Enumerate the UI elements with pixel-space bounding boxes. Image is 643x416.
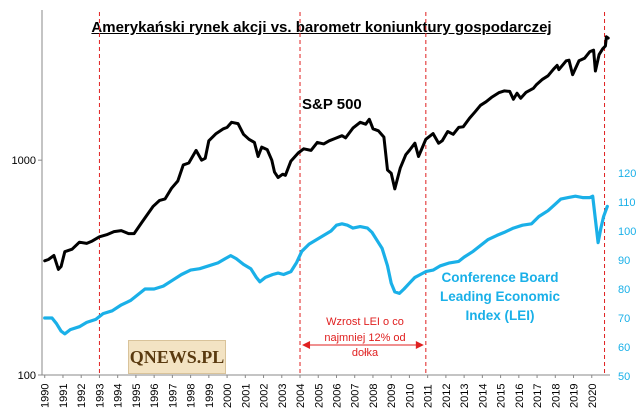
x-tick-label: 2013: [459, 384, 471, 408]
range-annotation-line-3: dołka: [351, 347, 379, 359]
chart-title: Amerykański rynek akcji vs. barometr kon…: [91, 19, 552, 36]
x-tick-label: 1995: [131, 384, 143, 408]
sp500-series-label: S&P 500: [302, 96, 362, 113]
x-tick-label: 2005: [313, 384, 325, 408]
x-tick-label: 2018: [550, 384, 562, 408]
x-tick-label: 2007: [350, 384, 362, 408]
y-right-tick-label: 80: [618, 284, 630, 296]
x-tick-label: 2008: [368, 384, 380, 408]
x-tick-label: 2014: [477, 384, 489, 408]
range-annotation: Wzrost LEI o co najmniej 12% od dołka: [305, 315, 425, 362]
x-tick-label: 1999: [204, 384, 216, 408]
x-tick-label: 1994: [113, 384, 125, 408]
x-tick-label: 1997: [167, 384, 179, 408]
x-tick-label: 2020: [587, 384, 599, 408]
x-tick-label: 2006: [331, 384, 343, 408]
x-tick-label: 2011: [423, 384, 435, 408]
lei-series-line: [43, 194, 609, 336]
sp500-series-line: [43, 35, 610, 271]
range-arrow-right-head: [415, 341, 424, 349]
x-tick-label: 2012: [441, 384, 453, 408]
x-tick-label: 2010: [404, 384, 416, 408]
lei-label-line-3: Index (LEI): [465, 308, 535, 323]
y-right-tick-label: 90: [618, 255, 630, 267]
x-tick-label: 2009: [386, 384, 398, 408]
y-left-tick-label: 1000: [12, 155, 36, 167]
x-tick-label: 2000: [222, 384, 234, 408]
x-tick-label: 2015: [496, 384, 508, 408]
x-tick-label: 1991: [58, 384, 70, 408]
range-annotation-line-2: najmniej 12% od: [324, 331, 406, 344]
y-right-tick-label: 70: [618, 313, 630, 325]
y-left-tick-label: 100: [18, 370, 36, 382]
y-right-tick-label: 60: [618, 342, 630, 354]
x-tick-label: 2019: [569, 384, 581, 408]
x-tick-label: 2016: [514, 384, 526, 408]
y-right-tick-label: 120: [618, 168, 636, 180]
x-tick-label: 1996: [149, 384, 161, 408]
lei-label-line-1: Conference Board: [441, 270, 559, 285]
x-tick-label: 2003: [277, 384, 289, 408]
logo-text: QNEWS.PL: [129, 346, 225, 367]
x-tick-label: 2001: [240, 384, 252, 408]
x-tick-label: 1990: [40, 384, 52, 408]
range-annotation-line-1: Wzrost LEI o co: [326, 316, 404, 328]
lei-series-label: Conference Board Leading Economic Index …: [426, 268, 574, 325]
x-tick-label: 2004: [295, 384, 307, 408]
y-right-tick-label: 100: [618, 226, 636, 238]
range-arrow-left-head: [302, 341, 311, 349]
x-tick-label: 1992: [76, 384, 88, 408]
y-right-tick-label: 110: [618, 197, 636, 209]
lei-label-line-2: Leading Economic: [439, 289, 561, 304]
y-right-tick-label: 50: [618, 371, 630, 383]
x-tick-label: 2002: [259, 384, 271, 408]
qnews-logo: QNEWS.PL: [128, 340, 226, 374]
x-tick-label: 1998: [186, 384, 198, 408]
x-tick-label: 1993: [94, 384, 106, 408]
x-tick-label: 2017: [532, 384, 544, 408]
